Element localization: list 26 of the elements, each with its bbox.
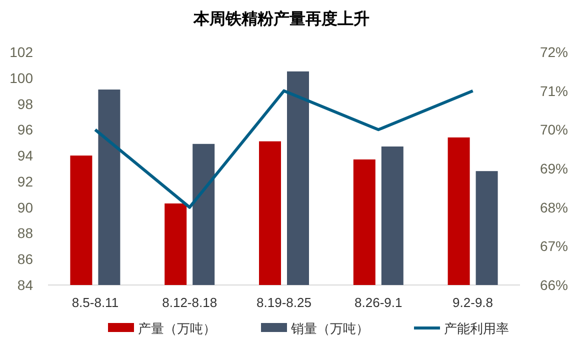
x-tick-label: 8.19-8.25 (256, 295, 312, 310)
legend-label: 产量（万吨） (138, 321, 216, 336)
y2-tick-label: 66% (540, 277, 568, 293)
chart-title: 本周铁精粉产量再度上升 (192, 9, 370, 28)
legend-label: 产能利用率 (444, 321, 509, 336)
y-tick-label: 90 (17, 199, 34, 216)
legend-label: 销量（万吨） (290, 321, 369, 336)
y2-tick-label: 68% (540, 199, 568, 216)
y-tick-label: 98 (17, 96, 34, 112)
y-tick-label: 94 (17, 148, 34, 164)
y2-tick-label: 67% (540, 238, 568, 254)
y-tick-label: 86 (17, 251, 34, 268)
x-tick-label: 8.12-8.18 (162, 295, 218, 310)
x-tick-label: 9.2-9.8 (452, 295, 494, 310)
x-tick-label: 8.5-8.11 (72, 295, 119, 310)
y2-tick-label: 71% (540, 82, 568, 99)
y2-tick-label: 70% (540, 122, 568, 138)
y-tick-label: 84 (17, 277, 34, 293)
x-tick-label: 8.26-9.1 (354, 295, 402, 310)
y2-tick-label: 69% (540, 160, 568, 176)
y-tick-label: 100 (10, 70, 34, 86)
y-tick-label: 88 (17, 225, 34, 242)
y-tick-label: 92 (17, 173, 34, 190)
y2-tick-label: 72% (540, 44, 568, 60)
y-tick-label: 96 (17, 122, 34, 138)
y-tick-label: 102 (10, 44, 34, 60)
